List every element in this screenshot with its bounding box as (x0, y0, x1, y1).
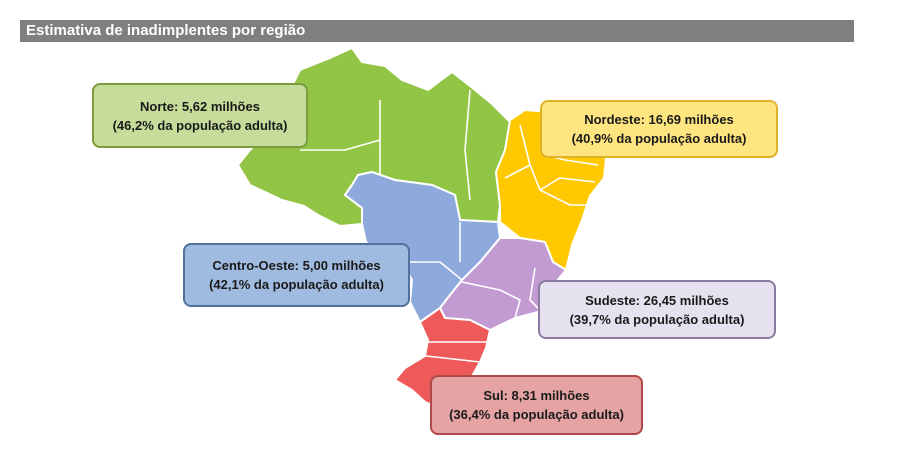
callout-norte: Norte: 5,62 milhões (46,2% da população … (92, 83, 308, 148)
callout-norte-line1: Norte: 5,62 milhões (140, 98, 260, 114)
callout-nordeste-line2: (40,9% da população adulta) (571, 131, 747, 146)
callout-sudeste-line1: Sudeste: 26,45 milhões (585, 292, 729, 308)
callout-sudeste: Sudeste: 26,45 milhões (39,7% da populaç… (538, 280, 776, 339)
border-nordeste-3 (529, 164, 596, 191)
border-sudeste-1 (461, 281, 521, 319)
border-nordeste-4 (539, 189, 588, 206)
border-centro-oeste-1 (405, 261, 463, 281)
callout-nordeste: Nordeste: 16,69 milhões (40,9% da popula… (540, 100, 778, 158)
callout-sudeste-line2: (39,7% da população adulta) (569, 311, 745, 327)
callout-centro-oeste: Centro-Oeste: 5,00 milhões (42,1% da pop… (183, 243, 410, 307)
callout-sul-line2: (36,4% da população adulta) (449, 407, 624, 422)
callout-centro-oeste-line2: (42,1% da população adulta) (209, 277, 384, 292)
border-norte-3 (464, 89, 471, 201)
callout-sul: Sul: 8,31 milhões (36,4% da população ad… (430, 375, 643, 435)
border-sul-2 (425, 355, 481, 363)
region-sudeste (439, 237, 567, 331)
callout-centro-oeste-line1: Centro-Oeste: 5,00 milhões (212, 258, 381, 273)
callout-norte-line2: (46,2% da população adulta) (112, 117, 288, 133)
callout-sul-line1: Sul: 8,31 milhões (483, 388, 590, 403)
callout-nordeste-line1: Nordeste: 16,69 milhões (584, 112, 734, 127)
border-norte-1 (300, 139, 381, 151)
border-sudeste-2 (529, 267, 541, 311)
map-title: Estimativa de inadimplentes por região (20, 20, 854, 42)
